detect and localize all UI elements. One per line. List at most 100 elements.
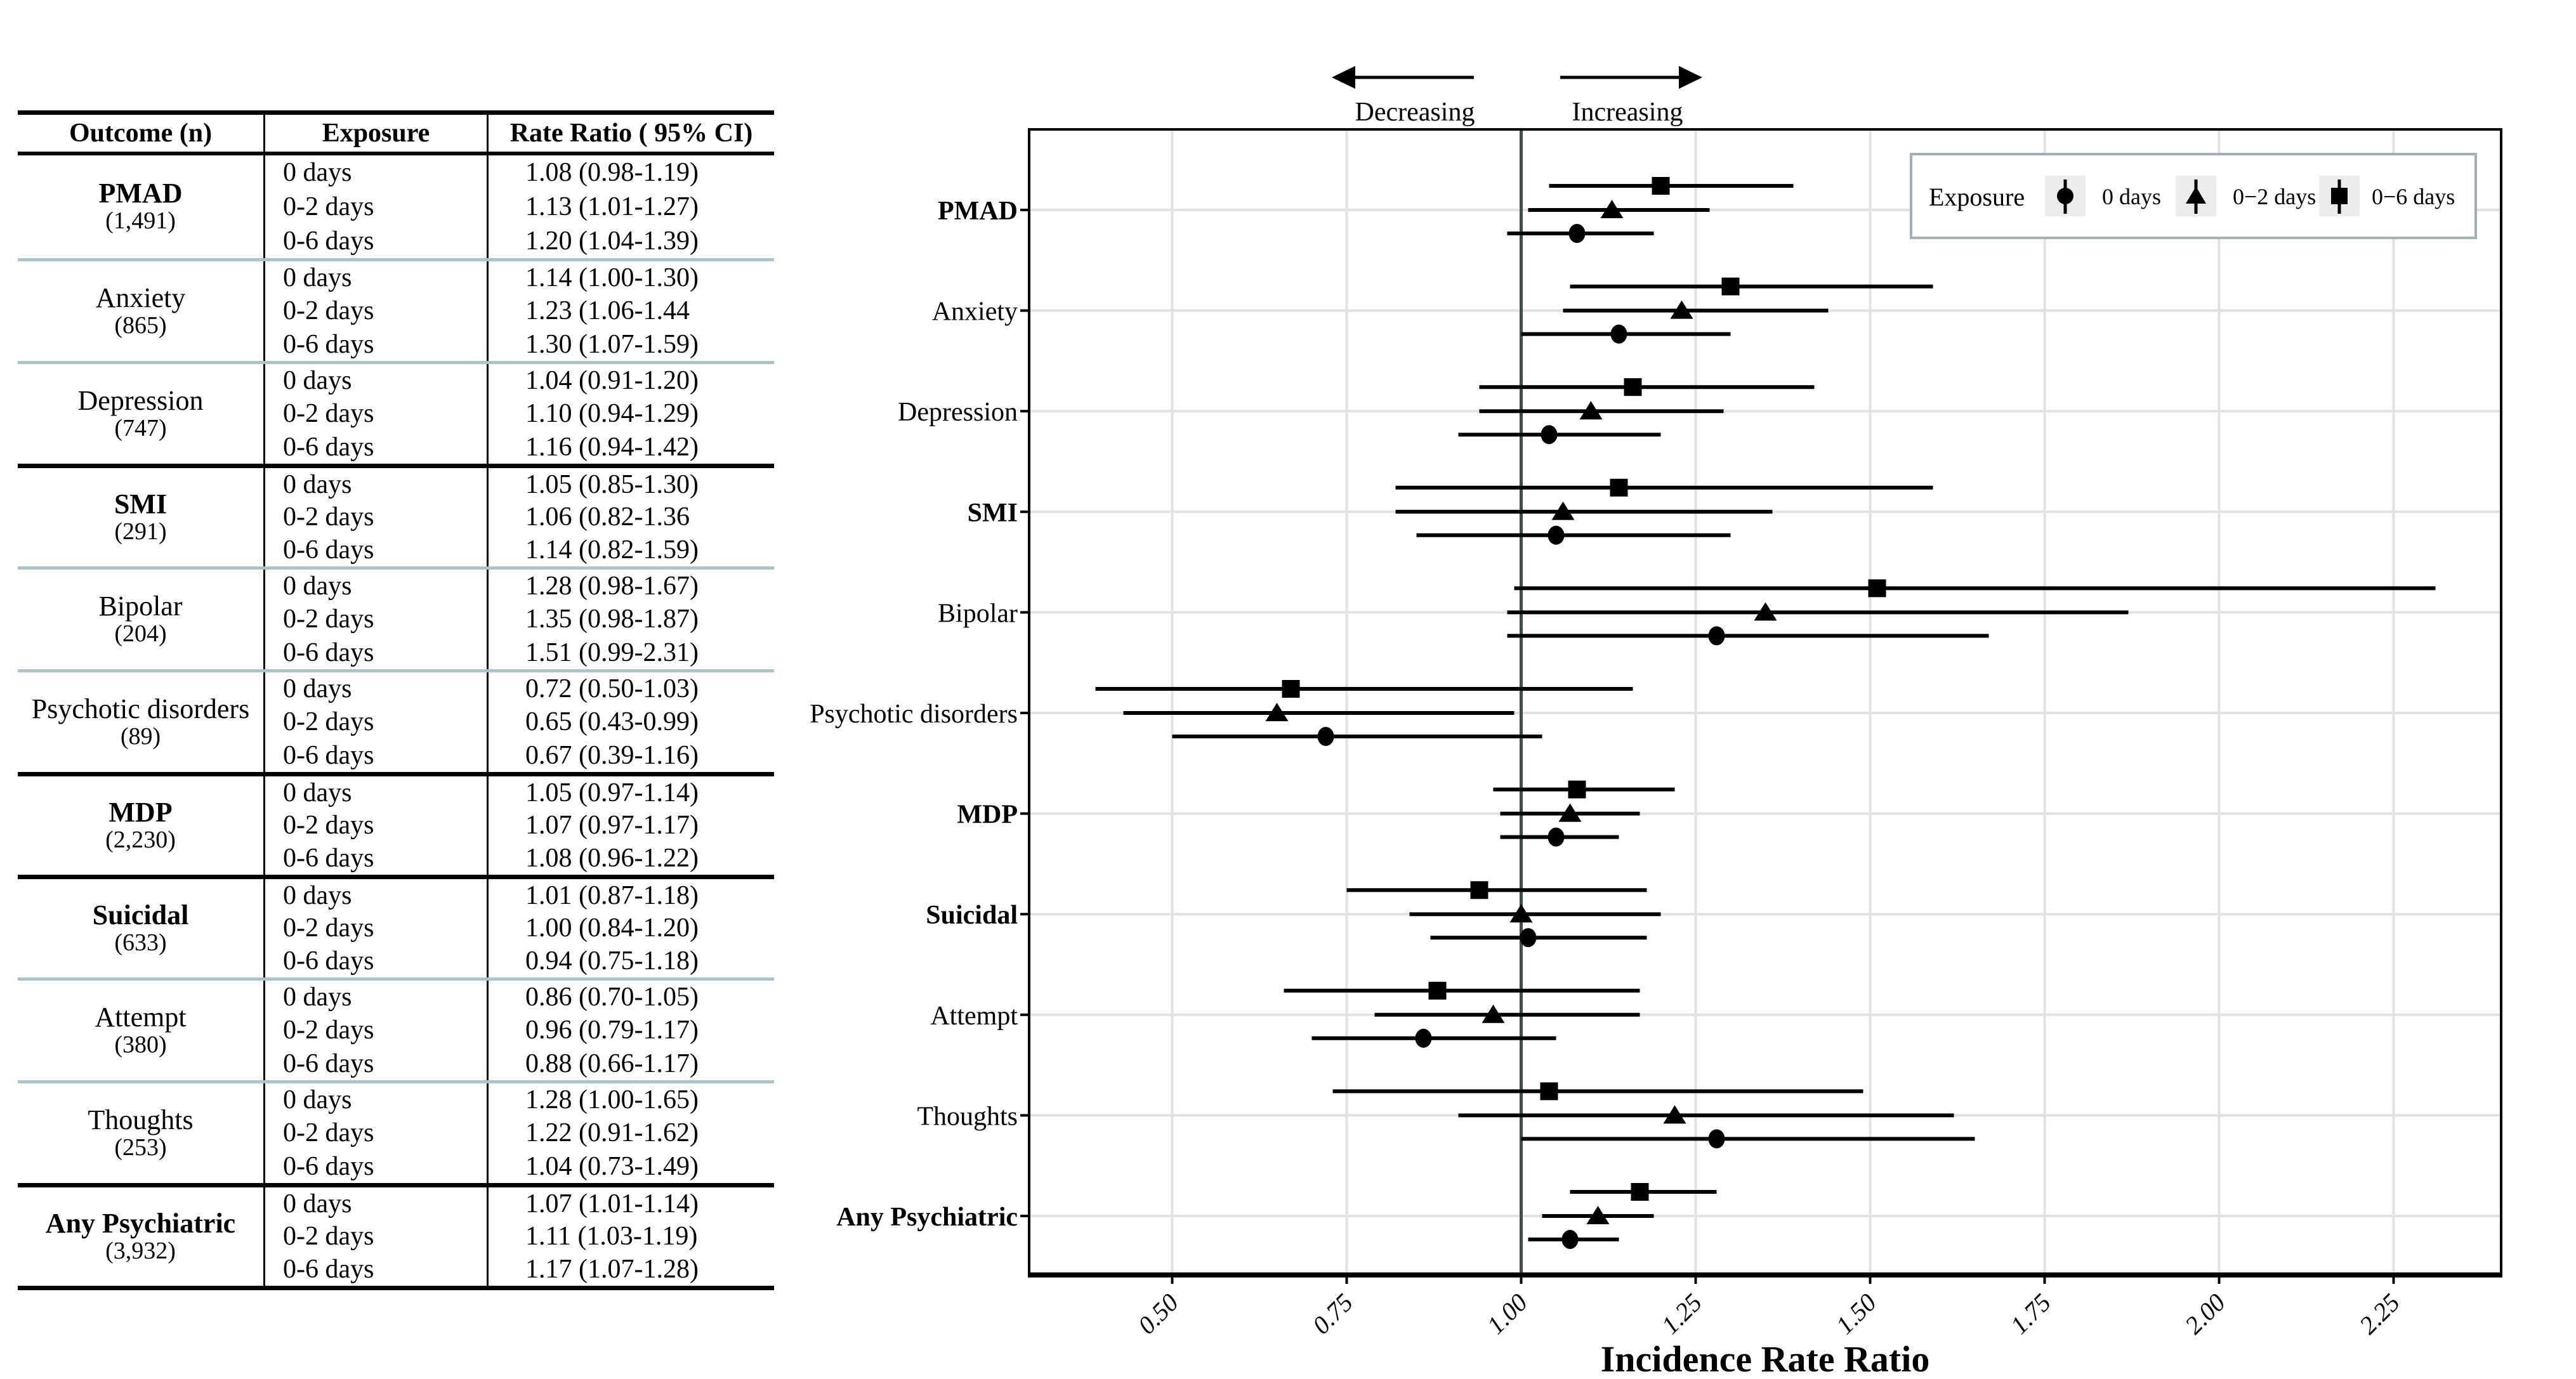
outcome-n: (291) — [114, 518, 167, 545]
exposure-cell: 0 days — [265, 672, 489, 706]
rate-ratio-cell: 0.72 (0.50-1.03) — [525, 674, 699, 704]
x-tick-label: 1.00 — [1482, 1288, 1533, 1340]
marker-triangle — [1600, 200, 1624, 218]
rate-ratio-cell: 1.07 (1.01-1.14) — [525, 1189, 699, 1219]
outcome-name: Depression — [77, 384, 204, 416]
y-axis-label-thoughts: Thoughts — [917, 1102, 1018, 1131]
marker-triangle — [1509, 904, 1533, 923]
table-group-anxiety: Anxiety (865) 0 days 1.14 (1.00-1.30) 0-2 da… — [18, 258, 774, 361]
table-group-smi: SMI (291) 0 days 1.05 (0.85-1.30) 0-2 days 1.… — [18, 464, 774, 566]
rate-ratio-cell: 1.35 (0.98-1.87) — [525, 605, 699, 634]
y-axis-label-mdp: MDP — [957, 801, 1018, 830]
marker-square — [1610, 478, 1628, 497]
outcome-cell: Any Psychiatric (3,932) — [18, 1187, 265, 1286]
exposure-cell: 0-2 days — [265, 1014, 489, 1047]
rate-ratio-table: Outcome (n) Exposure Rate Ratio ( 95% CI… — [18, 110, 774, 1290]
marker-triangle — [1670, 300, 1693, 319]
outcome-cell: Anxiety (865) — [18, 261, 265, 361]
rate-ratio-cell: 1.11 (1.03-1.19) — [525, 1222, 698, 1252]
y-axis-label-suicidal: Suicidal — [926, 901, 1018, 930]
marker-circle — [1568, 224, 1586, 243]
exposure-cell: 0-2 days — [265, 809, 489, 842]
outcome-n: (3,932) — [105, 1237, 176, 1264]
y-axis-label-attempt: Attempt — [930, 1002, 1018, 1031]
exposure-cell: 0-6 days — [265, 944, 489, 977]
marker-triangle — [1551, 501, 1575, 520]
outcome-name: Suicidal — [92, 899, 189, 931]
x-tick-label: 0.50 — [1133, 1288, 1184, 1340]
decreasing-label: Decreasing — [1355, 98, 1475, 127]
outcome-name: MDP — [108, 796, 173, 828]
marker-square — [1624, 378, 1642, 396]
outcome-n: (253) — [114, 1134, 167, 1161]
exposure-cell: 0 days — [265, 155, 489, 190]
rate-ratio-cell: 1.04 (0.73-1.49) — [525, 1151, 699, 1181]
marker-circle — [1548, 525, 1565, 545]
rate-ratio-cell: 1.05 (0.97-1.14) — [525, 778, 699, 807]
rate-ratio-cell: 1.04 (0.91-1.20) — [525, 366, 699, 396]
rate-ratio-cell: 1.28 (0.98-1.67) — [525, 572, 699, 601]
outcome-n: (865) — [114, 311, 167, 339]
outcome-cell: PMAD (1,491) — [18, 155, 265, 258]
marker-circle — [1548, 827, 1565, 847]
legend-square-icon — [2331, 188, 2348, 204]
outcome-n: (2,230) — [105, 826, 176, 853]
outcome-cell: MDP (2,230) — [18, 776, 265, 875]
increasing-label: Increasing — [1572, 98, 1683, 127]
outcome-cell: Bipolar (204) — [18, 570, 265, 669]
outcome-cell: Psychotic disorders (89) — [18, 672, 265, 772]
outcome-name: PMAD — [98, 178, 183, 209]
x-axis-title: Incidence Rate Ratio — [1601, 1338, 1930, 1379]
rate-ratio-cell: 1.01 (0.87-1.18) — [525, 880, 699, 910]
marker-triangle — [1754, 602, 1777, 621]
rate-ratio-cell: 1.08 (0.98-1.19) — [525, 158, 699, 187]
rate-ratio-cell: 1.13 (1.01-1.27) — [525, 192, 699, 221]
table-group-suicidal: Suicidal (633) 0 days 1.01 (0.87-1.18) 0-2 d… — [18, 875, 774, 977]
exposure-cell: 0 days — [265, 1187, 489, 1220]
marker-circle — [1610, 324, 1627, 344]
exposure-cell: 0-2 days — [265, 500, 489, 534]
exposure-cell: 0-2 days — [265, 603, 489, 636]
marker-triangle — [1586, 1206, 1610, 1224]
rate-ratio-cell: 1.07 (0.97-1.17) — [525, 811, 699, 840]
outcome-n: (747) — [114, 414, 167, 441]
marker-circle — [1317, 727, 1334, 746]
exposure-cell: 0-6 days — [265, 1047, 489, 1080]
marker-square — [1470, 881, 1488, 899]
exposure-cell: 0-2 days — [265, 1220, 489, 1253]
outcome-name: Bipolar — [98, 590, 183, 622]
marker-square — [1868, 579, 1886, 598]
exposure-cell: 0-6 days — [265, 430, 489, 464]
legend-circle-icon — [2057, 188, 2073, 204]
outcome-name: Anxiety — [95, 282, 186, 313]
exposure-cell: 0-6 days — [265, 1149, 489, 1183]
outcome-cell: Attempt (380) — [18, 981, 265, 1080]
y-axis-label-bipolar: Bipolar — [938, 599, 1018, 628]
exposure-cell: 0 days — [265, 468, 489, 501]
increasing-arrow-head — [1679, 66, 1702, 89]
exposure-cell: 0 days — [265, 570, 489, 603]
marker-square — [1652, 177, 1670, 195]
rate-ratio-cell: 1.28 (1.00-1.65) — [525, 1085, 699, 1115]
rate-ratio-cell: 1.14 (0.82-1.59) — [525, 535, 699, 565]
legend-label: 0 days — [2102, 184, 2161, 209]
exposure-cell: 0-2 days — [265, 912, 489, 945]
rate-ratio-cell: 0.88 (0.66-1.17) — [525, 1049, 699, 1078]
outcome-n: (633) — [114, 929, 167, 956]
exposure-cell: 0-6 days — [265, 738, 489, 772]
table-header-row: Outcome (n) Exposure Rate Ratio ( 95% CI… — [18, 115, 774, 155]
table-group-any-psychiatric: Any Psychiatric (3,932) 0 days 1.07 (1.01-1… — [18, 1183, 774, 1286]
exposure-cell: 0-6 days — [265, 224, 489, 258]
exposure-cell: 0-6 days — [265, 327, 489, 361]
table-group-psychotic-disorders: Psychotic disorders (89) 0 days 0.72 (0.50-… — [18, 669, 774, 772]
table-group-mdp: MDP (2,230) 0 days 1.05 (0.97-1.14) 0-2 days… — [18, 772, 774, 875]
marker-circle — [1708, 1129, 1725, 1149]
x-tick-label: 2.00 — [2179, 1288, 2231, 1340]
rate-ratio-cell: 1.17 (1.07-1.28) — [525, 1255, 699, 1284]
marker-triangle — [1482, 1004, 1505, 1023]
column-header-exposure: Exposure — [265, 115, 489, 152]
exposure-cell: 0-6 days — [265, 533, 489, 566]
rate-ratio-cell: 0.96 (0.79-1.17) — [525, 1016, 699, 1045]
marker-square — [1428, 981, 1447, 1000]
rate-ratio-cell: 1.14 (1.00-1.30) — [525, 263, 699, 293]
